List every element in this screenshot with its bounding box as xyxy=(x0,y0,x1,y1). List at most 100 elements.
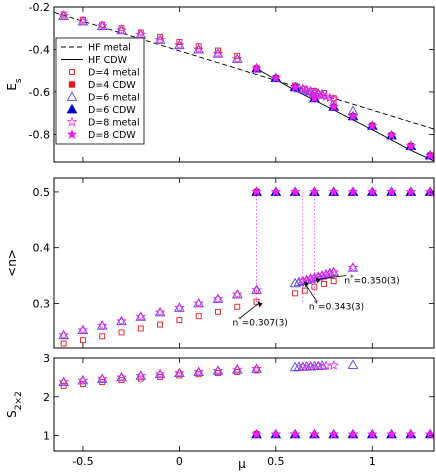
point-d-4-metal xyxy=(79,337,86,344)
point-d-4-metal xyxy=(292,290,299,297)
point-d-6-metal xyxy=(116,371,127,382)
point-d-8-metal xyxy=(116,371,127,382)
y-label-main: S xyxy=(5,410,19,418)
point-d-8-metal xyxy=(301,274,312,285)
point-d-8-cdw xyxy=(309,186,320,197)
point-d-8-cdw xyxy=(309,428,320,439)
point-d-6-metal xyxy=(77,374,89,385)
point-d-4-metal xyxy=(99,333,106,340)
point-d-8-metal xyxy=(96,373,108,384)
point-d-8-cdw xyxy=(270,186,282,197)
y-tick-label: 0.5 xyxy=(33,186,51,199)
y-tick-label: 3 xyxy=(43,352,50,365)
point-d-6-metal xyxy=(212,293,224,303)
point-d-8-metal xyxy=(251,284,262,295)
point-d-4-metal xyxy=(195,43,202,50)
point-d-8-metal xyxy=(212,365,224,376)
legend-marker xyxy=(68,81,76,88)
legend-label: D=6 CDW xyxy=(88,105,136,116)
point-d-8-metal xyxy=(313,271,324,282)
y-tick-label: -0.6 xyxy=(29,86,50,99)
y-tick-label: -0.2 xyxy=(29,1,50,14)
y-label-sub: 2×2 xyxy=(14,391,24,410)
point-d-8-metal xyxy=(116,315,127,326)
legend-label: D=4 metal xyxy=(88,68,140,79)
point-d-6-metal xyxy=(58,329,70,340)
point-d-8-metal xyxy=(328,266,339,277)
annotation-label: n*=0.343(3) xyxy=(309,299,364,312)
point-d-4-metal xyxy=(253,298,260,305)
point-d-8-metal xyxy=(193,366,204,377)
point-d-8-cdw xyxy=(424,186,434,197)
point-d-4-metal xyxy=(253,367,260,374)
point-d-8-cdw xyxy=(328,186,339,197)
point-d-6-metal xyxy=(251,363,262,373)
annotation-label: n*=0.350(3) xyxy=(344,274,399,287)
y-tick-label: 1 xyxy=(43,430,50,443)
point-d-8-metal xyxy=(193,297,204,308)
point-d-6-metal xyxy=(96,373,108,383)
point-d-4-metal xyxy=(215,308,221,315)
point-d-6-metal xyxy=(193,43,205,54)
point-d-8-cdw xyxy=(347,428,359,439)
point-d-6-metal xyxy=(135,370,147,380)
point-d-8-cdw xyxy=(347,110,359,121)
point-d-6-metal xyxy=(96,320,108,330)
point-d-6-metal xyxy=(316,360,328,370)
panel-3: 1 2 3 -0.5 0 0.5 1 S2×2 μ xyxy=(5,352,435,471)
point-d-8-metal xyxy=(297,361,309,372)
legend-label: D=6 metal xyxy=(88,93,140,104)
anno-star: * xyxy=(238,316,242,324)
legend-marker xyxy=(66,103,78,114)
point-d-4-metal xyxy=(234,52,241,59)
point-d-8-cdw xyxy=(328,428,339,439)
point-d-8-metal xyxy=(305,361,316,371)
legend-marker xyxy=(66,116,78,127)
x-tick-label: -0.5 xyxy=(72,455,93,468)
point-d-8-cdw xyxy=(347,186,359,197)
point-d-8-cdw xyxy=(251,63,262,74)
point-d-8-metal xyxy=(77,374,89,385)
y-label-sub: s xyxy=(14,78,24,83)
point-d-8-cdw xyxy=(309,92,320,103)
point-d-4-metal xyxy=(321,280,328,287)
point-d-8-metal xyxy=(174,367,185,378)
point-d-8-metal xyxy=(174,302,185,313)
point-d-8-cdw xyxy=(367,428,378,439)
point-d-6-metal xyxy=(347,262,359,272)
point-d-6-metal xyxy=(174,367,185,378)
point-d-6-metal xyxy=(116,24,127,35)
point-d-8-metal xyxy=(297,275,309,286)
point-d-8-metal xyxy=(154,34,166,45)
anno-n: n xyxy=(309,302,315,312)
point-d-8-metal xyxy=(96,320,108,331)
annotation-arrow xyxy=(304,283,318,302)
point-d-8-metal xyxy=(232,288,243,299)
y-tick-label: 0.4 xyxy=(33,242,51,255)
point-d-4-metal xyxy=(60,340,67,347)
point-d-8-metal xyxy=(251,363,262,374)
point-d-4-metal xyxy=(157,321,164,328)
point-d-8-metal xyxy=(313,360,324,371)
point-d-8-metal xyxy=(320,268,332,279)
point-d-8-cdw xyxy=(289,81,301,92)
point-d-8-metal xyxy=(96,20,108,31)
point-d-8-metal xyxy=(174,39,185,50)
anno-value: =0.350(3) xyxy=(354,277,400,287)
line-hf-metal xyxy=(54,11,434,130)
x-tick-label: 0 xyxy=(176,455,183,468)
point-d-4-metal xyxy=(137,325,144,332)
y-axis-label: <n> xyxy=(5,249,19,277)
point-d-8-cdw xyxy=(270,72,282,83)
point-d-6-metal xyxy=(212,365,224,375)
x-tick-label: 1 xyxy=(369,455,376,468)
panel-2: 0.30.40.5<n>n*=0.307(3)n*=0.343(3)n*=0.3… xyxy=(5,177,435,349)
point-d-6-metal xyxy=(96,20,108,31)
point-d-6-metal xyxy=(77,15,89,26)
annotation-label: n*=0.307(3) xyxy=(233,316,288,329)
point-d-8-metal xyxy=(212,293,224,304)
anno-n: n xyxy=(344,277,350,287)
point-d-4-metal xyxy=(301,287,308,294)
plot-area xyxy=(58,186,434,347)
point-d-4-metal xyxy=(330,278,337,285)
